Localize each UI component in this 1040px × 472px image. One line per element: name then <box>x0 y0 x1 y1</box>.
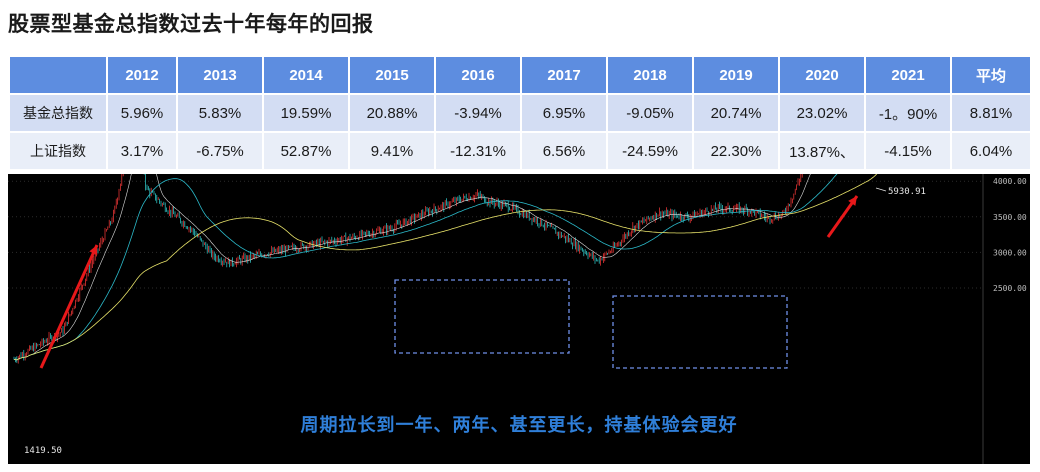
ma-short-line <box>13 174 811 361</box>
table-cell: -9.05% <box>606 93 694 133</box>
table-cell: 3.17% <box>106 131 178 171</box>
header-cell-2012: 2012 <box>106 55 178 95</box>
trend-arrow-right-head <box>848 196 857 206</box>
header-cell-2017: 2017 <box>520 55 608 95</box>
highlight-boxes <box>394 279 788 369</box>
highlight-box-2015 <box>394 279 570 354</box>
header-cell-2018: 2018 <box>606 55 694 95</box>
header-cell-2016: 2016 <box>434 55 522 95</box>
table-cell: 9.41% <box>348 131 436 171</box>
table-cell: -6.75% <box>176 131 264 171</box>
table-row-shanghai-index: 上证指数 3.17% -6.75% 52.87% 9.41% -12.31% 6… <box>8 131 1032 171</box>
moving-average-lines <box>13 174 878 361</box>
y-tick-label: 2500.00 <box>993 284 1027 293</box>
low-value-label: 1419.50 <box>24 446 62 456</box>
trend-arrow-left-head <box>89 245 98 255</box>
y-tick-label: 3500.00 <box>993 213 1027 222</box>
highlight-box-2019 <box>612 295 788 369</box>
chart-grid <box>8 174 984 464</box>
table-cell: 13.87%、 <box>778 131 866 171</box>
header-cell-2015: 2015 <box>348 55 436 95</box>
table-cell: 20.88% <box>348 93 436 133</box>
y-axis-labels: 5500.005000.004500.004000.003500.003000.… <box>993 177 1027 293</box>
index-candlestick-chart: 5500.005000.004500.004000.003500.003000.… <box>8 174 1030 464</box>
table-cell: 52.87% <box>262 131 350 171</box>
header-cell-average: 平均 <box>950 55 1032 95</box>
header-cell-2014: 2014 <box>262 55 350 95</box>
row-label: 基金总指数 <box>8 93 108 133</box>
table-row-fund-index: 基金总指数 5.96% 5.83% 19.59% 20.88% -3.94% 6… <box>8 93 1032 133</box>
ma-long-line <box>13 174 878 361</box>
table-cell: -4.15% <box>864 131 952 171</box>
table-cell: 5.83% <box>176 93 264 133</box>
header-cell-corner <box>8 55 108 95</box>
peak-value-label: 5930.91 <box>888 187 926 197</box>
header-cell-2020: 2020 <box>778 55 866 95</box>
peak-marker <box>875 187 887 192</box>
trend-arrows <box>39 195 859 369</box>
header-cell-2019: 2019 <box>692 55 780 95</box>
y-tick-label: 4000.00 <box>993 177 1027 186</box>
table-cell: 22.30% <box>692 131 780 171</box>
table-cell: -3.94% <box>434 93 522 133</box>
table-cell: 8.81% <box>950 93 1032 133</box>
table-cell: 20.74% <box>692 93 780 133</box>
header-cell-2021: 2021 <box>864 55 952 95</box>
y-tick-label: 3000.00 <box>993 248 1027 257</box>
table-cell: 23.02% <box>778 93 866 133</box>
table-cell: 6.95% <box>520 93 608 133</box>
chart-canvas: 5500.005000.004500.004000.003500.003000.… <box>8 174 1027 464</box>
ma-mid-line <box>13 174 838 361</box>
annual-returns-table: 2012 2013 2014 2015 2016 2017 2018 2019 … <box>8 55 1032 171</box>
price-markers: 5930.91 1419.50 <box>24 187 926 456</box>
table-cell: 5.96% <box>106 93 178 133</box>
table-cell: 6.04% <box>950 131 1032 171</box>
header-cell-2013: 2013 <box>176 55 264 95</box>
table-cell: 19.59% <box>262 93 350 133</box>
table-cell: 6.56% <box>520 131 608 171</box>
table-cell: -1。90% <box>864 93 952 133</box>
chart-caption: 周期拉长到一年、两年、甚至更长，持基体验会更好 <box>300 415 738 436</box>
trend-arrow-left <box>39 244 99 369</box>
table-cell: -12.31% <box>434 131 522 171</box>
page-title: 股票型基金总指数过去十年每年的回报 <box>8 12 374 36</box>
table-cell: -24.59% <box>606 131 694 171</box>
candlestick-series <box>13 174 803 364</box>
table-header-row: 2012 2013 2014 2015 2016 2017 2018 2019 … <box>8 55 1032 95</box>
row-label: 上证指数 <box>8 131 108 171</box>
